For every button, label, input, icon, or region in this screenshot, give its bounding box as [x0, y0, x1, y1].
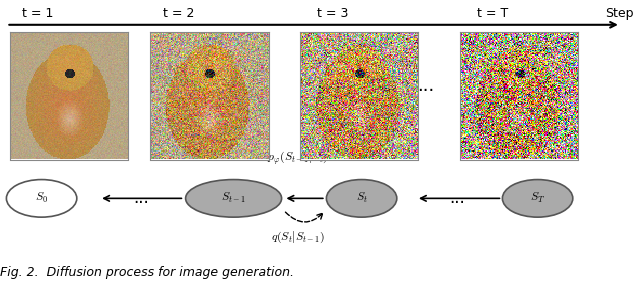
- Text: t = 3: t = 3: [317, 7, 348, 19]
- Text: t = 1: t = 1: [22, 7, 54, 19]
- Text: $p_{\varphi}(S_{t-1}|S_t)$: $p_{\varphi}(S_{t-1}|S_t)$: [267, 150, 328, 167]
- Text: $S_T$: $S_T$: [530, 191, 545, 205]
- Text: ...: ...: [133, 189, 148, 207]
- Text: ...: ...: [450, 189, 465, 207]
- Text: ...: ...: [417, 77, 434, 95]
- Text: t = T: t = T: [477, 7, 508, 19]
- Text: Step: Step: [605, 7, 634, 19]
- Text: $S_{t-1}$: $S_{t-1}$: [221, 191, 246, 205]
- Ellipse shape: [502, 180, 573, 217]
- Ellipse shape: [186, 180, 282, 217]
- Ellipse shape: [6, 180, 77, 217]
- FancyArrowPatch shape: [285, 212, 323, 222]
- Text: t = 2: t = 2: [163, 7, 195, 19]
- Text: $S_0$: $S_0$: [35, 191, 48, 205]
- Ellipse shape: [326, 180, 397, 217]
- Text: Fig. 2.  Diffusion process for image generation.: Fig. 2. Diffusion process for image gene…: [0, 266, 294, 279]
- Text: $q(S_t|S_{t-1})$: $q(S_t|S_{t-1})$: [271, 230, 324, 245]
- Text: $S_t$: $S_t$: [356, 191, 367, 205]
